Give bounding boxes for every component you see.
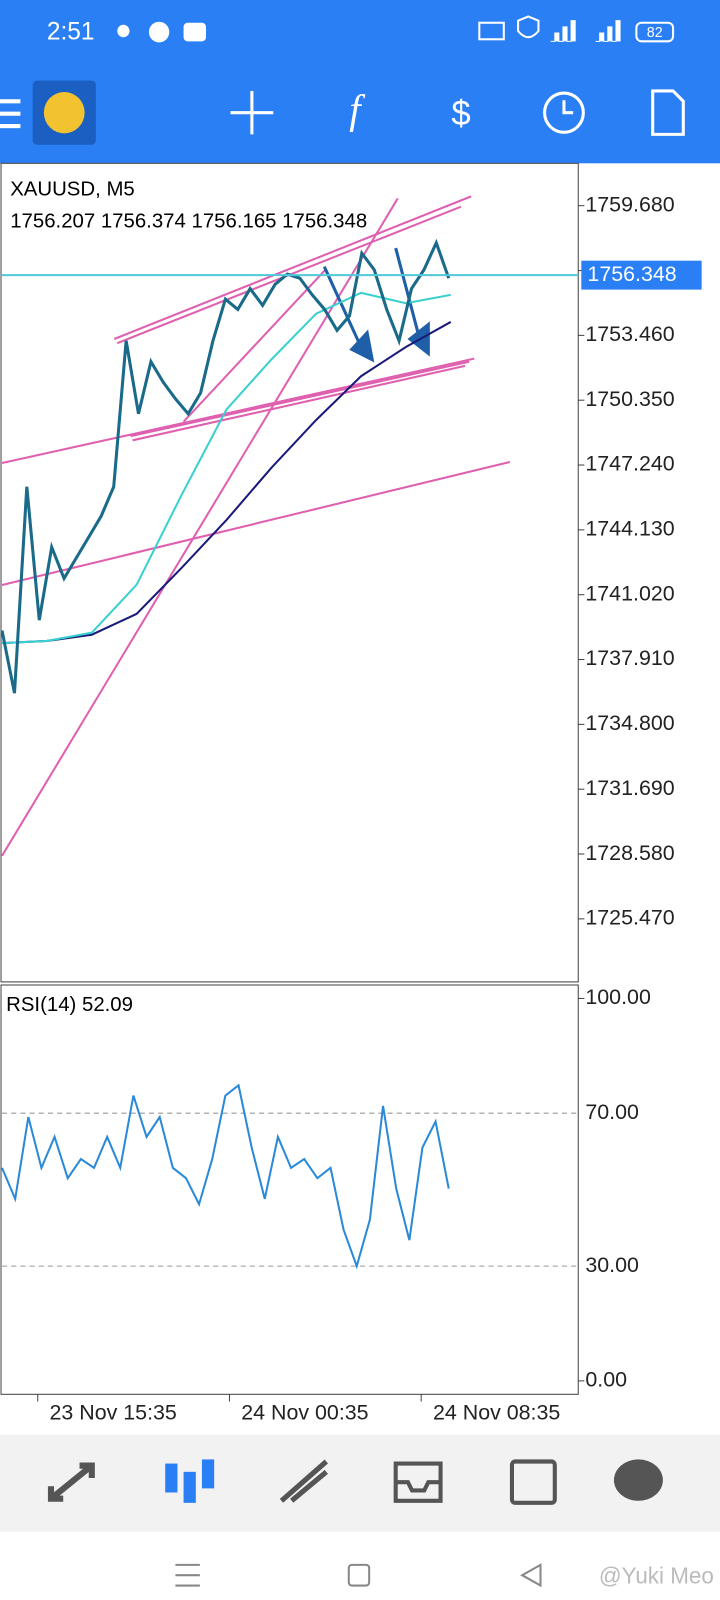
time-label: 23 Nov 15:35 (50, 1400, 177, 1425)
rsi-tick-label: 30.00 (585, 1252, 639, 1277)
shield-icon (517, 15, 540, 39)
news-tab[interactable] (509, 1459, 557, 1505)
ohlc: 1756.207 1756.374 1756.165 1756.348 (10, 210, 367, 233)
clock-hands (562, 100, 574, 115)
price-tick-label: 1731.690 (585, 775, 674, 800)
price-tick-label: 1734.800 (585, 710, 674, 735)
status-time: 2:51 (47, 18, 95, 45)
rsi-pane (0, 984, 579, 1395)
app-logo-mark (43, 91, 85, 134)
signal-icon (550, 20, 576, 42)
chart-tab[interactable] (165, 1459, 215, 1503)
time-label: 24 Nov 00:35 (241, 1400, 368, 1425)
battery-level: 82 (647, 25, 663, 41)
price-tick-label: 1753.460 (585, 321, 674, 346)
price-tick-label: 1725.470 (585, 904, 674, 929)
new-order-button[interactable] (651, 89, 685, 136)
bottom-nav (0, 1434, 720, 1532)
current-price-box (581, 260, 702, 290)
price-tick-label: 1728.580 (585, 840, 674, 865)
quotes-tab[interactable] (47, 1462, 95, 1502)
timeframe-button[interactable] (543, 91, 585, 134)
history-tab[interactable] (393, 1461, 443, 1503)
symbol: XAUUSD, M5 (10, 178, 135, 201)
header-bg (0, 0, 720, 164)
rsi-tick-label: 100.00 (585, 984, 650, 1009)
price-tick-label: 1759.680 (585, 191, 674, 216)
chat-tab[interactable] (613, 1459, 663, 1501)
price-tick-label: 1741.020 (585, 580, 674, 605)
ma-slow (1, 321, 452, 645)
mail-icon (183, 22, 207, 42)
price-pane (0, 162, 579, 983)
battery-icon (635, 21, 675, 43)
price-tick-label: 1750.350 (585, 386, 674, 411)
menu-button[interactable] (0, 99, 21, 129)
messenger-icon (148, 21, 170, 43)
time-label: 24 Nov 08:35 (433, 1400, 560, 1425)
rsi-label: RSI(14) 52.09 (6, 993, 133, 1016)
ma-fast (1, 291, 451, 645)
rsi-line (1, 1083, 450, 1270)
location-icon (117, 24, 130, 38)
price-tick-label: 1737.910 (585, 645, 674, 670)
current-price-label: 1756.348 (587, 261, 676, 286)
crosshair-button[interactable] (230, 90, 274, 135)
watermark: @Yuki Meo (599, 1563, 714, 1588)
trade-tab[interactable] (279, 1459, 329, 1503)
rsi-tick-label: 0.00 (585, 1366, 627, 1391)
mute-icon (478, 21, 505, 41)
rsi-tick-label: 70.00 (585, 1099, 639, 1124)
price-tick-label: 1747.240 (585, 451, 674, 476)
system-nav (175, 1563, 542, 1588)
trade-button[interactable]: $ (451, 94, 470, 133)
price-line (0, 238, 451, 694)
signal-icon (595, 20, 621, 42)
price-tick-label: 1744.130 (585, 515, 674, 540)
